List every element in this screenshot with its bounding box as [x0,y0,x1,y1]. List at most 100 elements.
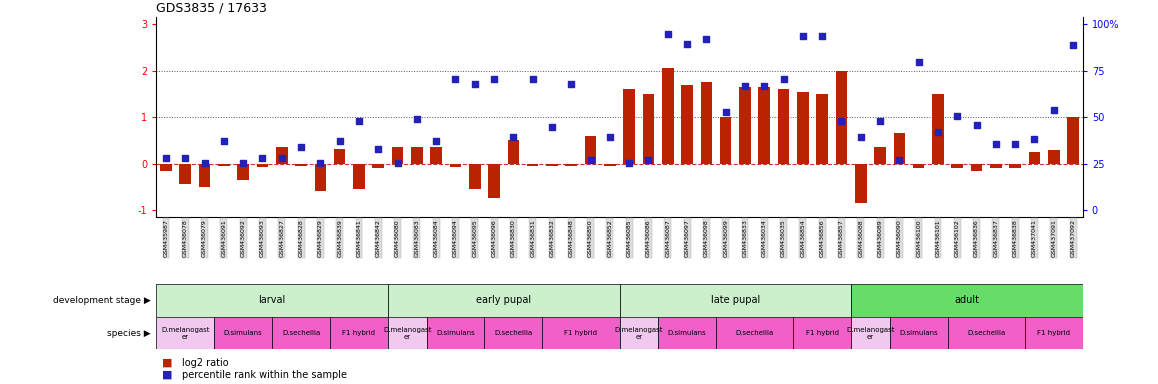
Text: D.melanogast
er: D.melanogast er [161,327,210,339]
Text: GSM436857: GSM436857 [840,219,844,257]
Text: F1 hybrid: F1 hybrid [1038,330,1070,336]
Bar [469,164,481,189]
Bar [643,94,654,164]
Bar [720,117,732,164]
Bar [1048,150,1060,164]
Point [755,83,774,89]
Text: GSM436832: GSM436832 [550,219,555,257]
Bar [199,164,211,187]
Bar [701,82,712,164]
Point [871,118,889,124]
Text: GSM436102: GSM436102 [955,219,960,257]
Bar [507,140,519,164]
Bar [1010,164,1021,168]
Point [196,160,214,166]
Point [775,76,793,82]
Point [793,33,812,39]
Point [1006,141,1025,147]
Text: GDS3835 / 17633: GDS3835 / 17633 [156,2,267,15]
Text: D.sechellia: D.sechellia [735,330,774,336]
Bar [894,133,906,164]
Bar [527,164,538,166]
Text: GSM436088: GSM436088 [858,219,863,257]
Bar [739,87,750,164]
Text: GSM436836: GSM436836 [974,219,979,257]
Text: development stage ▶: development stage ▶ [53,296,151,305]
Text: GSM436837: GSM436837 [994,219,998,257]
Text: late pupal: late pupal [711,295,760,306]
Bar [620,317,658,349]
Text: log2 ratio: log2 ratio [182,358,228,368]
Point [427,138,446,144]
Bar [716,317,793,349]
Text: GSM436084: GSM436084 [434,219,439,257]
Text: GSM436100: GSM436100 [916,219,921,257]
Bar [330,317,388,349]
Bar [484,317,542,349]
Bar [1028,152,1040,164]
Point [813,33,831,39]
Text: D.simulans: D.simulans [437,330,475,336]
Point [466,81,484,87]
Bar [334,149,345,164]
Bar [620,284,851,317]
Text: GSM436092: GSM436092 [241,219,245,257]
Text: GSM436095: GSM436095 [472,219,477,257]
Text: GSM436829: GSM436829 [318,219,323,257]
Point [330,138,349,144]
Bar [214,317,272,349]
Bar [257,164,269,167]
Text: D.simulans: D.simulans [668,330,706,336]
Point [987,141,1005,147]
Text: GSM436079: GSM436079 [203,219,207,257]
Bar [431,147,442,164]
Point [620,160,638,166]
Text: GSM436850: GSM436850 [588,219,593,257]
Text: GSM436839: GSM436839 [337,219,342,257]
Text: GSM436089: GSM436089 [878,219,882,257]
Text: GSM436842: GSM436842 [376,219,381,257]
Point [639,157,658,163]
Bar [388,284,620,317]
Bar [542,317,620,349]
Text: species ▶: species ▶ [107,329,151,338]
Text: GSM437041: GSM437041 [1032,219,1036,257]
Point [967,122,985,129]
Text: GSM436828: GSM436828 [299,219,303,257]
Bar [623,89,635,164]
Point [272,155,291,161]
Bar [681,84,692,164]
Point [254,155,272,161]
Point [948,113,967,119]
Bar [778,89,790,164]
Bar [797,91,808,164]
Point [543,124,562,131]
Point [176,155,195,161]
Text: GSM436856: GSM436856 [820,219,824,257]
Point [735,83,754,89]
Point [504,134,522,140]
Bar [276,147,287,164]
Text: GSM436035: GSM436035 [782,219,786,257]
Bar [237,164,249,180]
Text: GSM436085: GSM436085 [626,219,631,257]
Text: GSM437092: GSM437092 [1071,219,1076,257]
Text: GSM436827: GSM436827 [279,219,284,257]
Bar [990,164,1002,168]
Bar [315,164,327,191]
Point [446,76,464,82]
Text: GSM436096: GSM436096 [492,219,497,257]
Bar [426,317,484,349]
Text: GSM436097: GSM436097 [684,219,689,257]
Text: GSM436098: GSM436098 [704,219,709,257]
Text: GSM437091: GSM437091 [1051,219,1056,257]
Point [408,116,426,122]
Bar [373,164,384,168]
Text: F1 hybrid: F1 hybrid [564,330,598,336]
Bar [295,164,307,166]
Point [388,160,406,166]
Bar [913,164,924,168]
Text: GSM436099: GSM436099 [724,219,728,257]
Bar [758,87,770,164]
Bar [816,94,828,164]
